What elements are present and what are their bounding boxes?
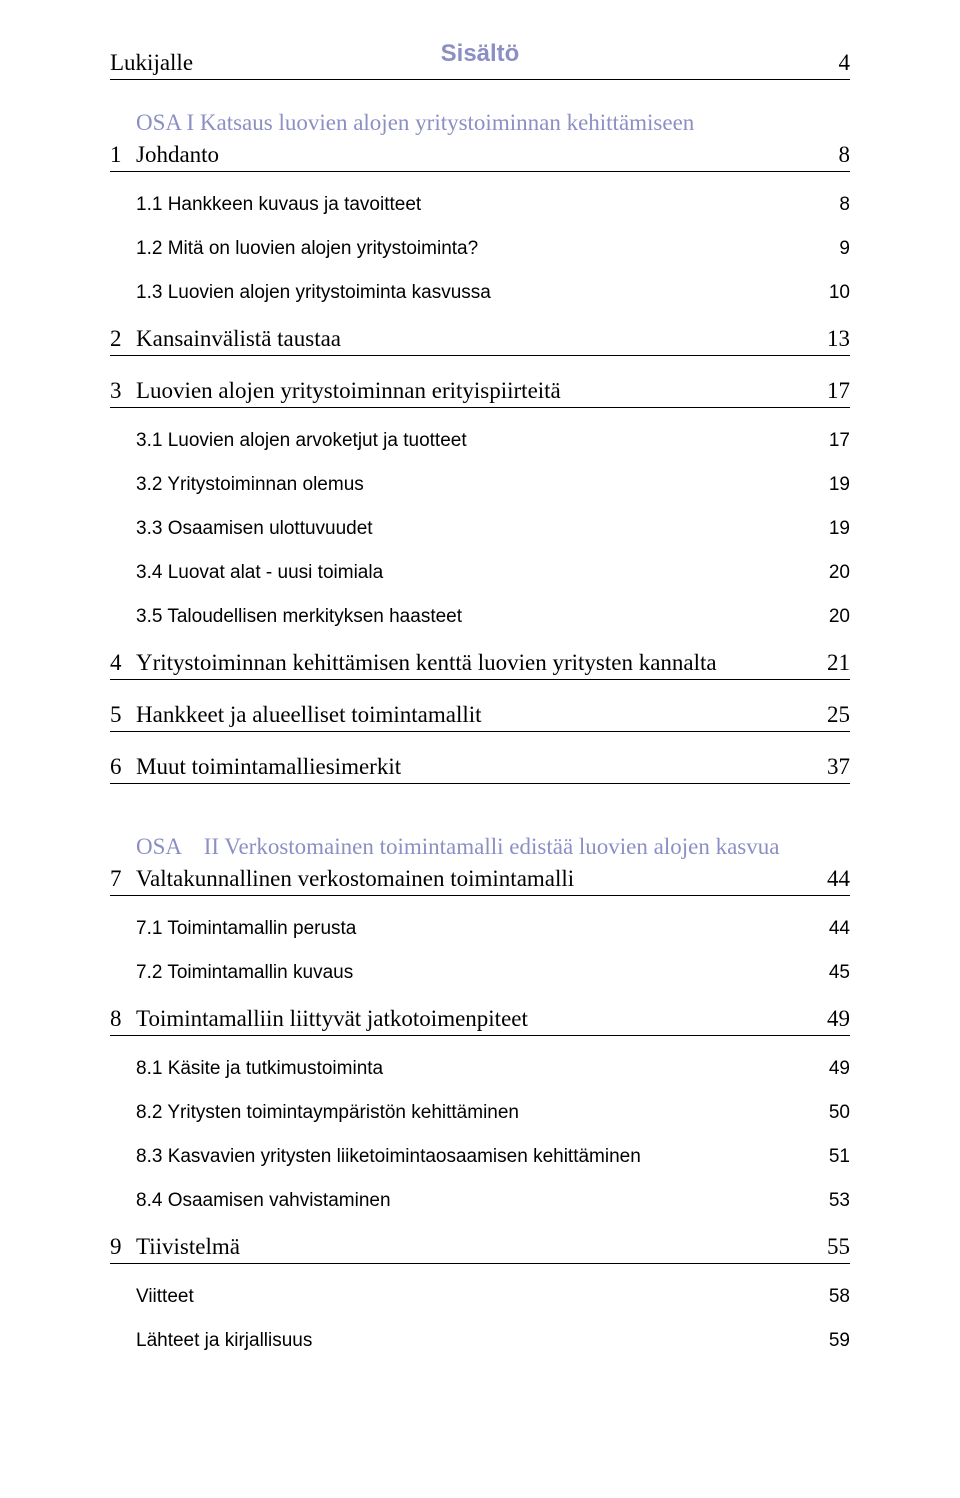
osa2-heading: OSA II Verkostomainen toimintamalli edis… (110, 834, 850, 860)
sub-8-1-label: 8.1 Käsite ja tutkimustoiminta (136, 1058, 383, 1080)
chapter-7: 7Valtakunnallinen verkostomainen toimint… (110, 866, 850, 896)
sub-7-1-page: 44 (829, 918, 850, 940)
ch6-page: 37 (827, 754, 850, 780)
sub-3-1: 3.1 Luovien alojen arvoketjut ja tuottee… (110, 430, 850, 452)
sub-1-3-page: 10 (829, 282, 850, 304)
ch6-title: Muut toimintamalliesimerkit (136, 754, 401, 779)
ch9-title: Tiivistelmä (136, 1234, 240, 1259)
ch5-title: Hankkeet ja alueelliset toimintamallit (136, 702, 482, 727)
sub-3-5-page: 20 (829, 606, 850, 628)
sub-3-2: 3.2 Yritystoiminnan olemus 19 (110, 474, 850, 496)
back-viitteet: Viitteet 58 (110, 1286, 850, 1308)
chapter-4: 4Yritystoiminnan kehittämisen kenttä luo… (110, 650, 850, 680)
sub-8-2: 8.2 Yritysten toimintaympäristön kehittä… (110, 1102, 850, 1124)
ch3-page: 17 (827, 378, 850, 404)
ch2-num: 2 (110, 326, 136, 352)
chapter-8: 8Toimintamalliin liittyvät jatkotoimenpi… (110, 1006, 850, 1036)
sub-3-3: 3.3 Osaamisen ulottuvuudet 19 (110, 518, 850, 540)
sub-3-2-label: 3.2 Yritystoiminnan olemus (136, 474, 364, 496)
sub-3-1-page: 17 (829, 430, 850, 452)
chapter-6: 6Muut toimintamalliesimerkit 37 (110, 754, 850, 784)
viitteet-label: Viitteet (136, 1286, 194, 1308)
back-lahteet: Lähteet ja kirjallisuus 59 (110, 1330, 850, 1352)
ch1-num: 1 (110, 142, 136, 168)
lahteet-label: Lähteet ja kirjallisuus (136, 1330, 312, 1352)
ch9-page: 55 (827, 1234, 850, 1260)
chapter-2: 2Kansainvälistä taustaa 13 (110, 326, 850, 356)
ch7-page: 44 (827, 866, 850, 892)
ch8-num: 8 (110, 1006, 136, 1032)
sub-7-2-label: 7.2 Toimintamallin kuvaus (136, 962, 353, 984)
sub-1-2-page: 9 (839, 238, 850, 260)
sub-7-1-label: 7.1 Toimintamallin perusta (136, 918, 356, 940)
ch8-title: Toimintamalliin liittyvät jatkotoimenpit… (136, 1006, 528, 1031)
sub-7-1: 7.1 Toimintamallin perusta 44 (110, 918, 850, 940)
lukijalle-label: Lukijalle (110, 50, 193, 75)
ch2-title: Kansainvälistä taustaa (136, 326, 341, 351)
sub-8-3: 8.3 Kasvavien yritysten liiketoimintaosa… (110, 1146, 850, 1168)
ch3-title: Luovien alojen yritystoiminnan erityispi… (136, 378, 561, 403)
sub-3-4-page: 20 (829, 562, 850, 584)
ch1-title: Johdanto (136, 142, 219, 167)
sub-8-3-page: 51 (829, 1146, 850, 1168)
sub-3-5-label: 3.5 Taloudellisen merkityksen haasteet (136, 606, 462, 628)
lukijalle-page: 4 (839, 50, 851, 76)
ch4-num: 4 (110, 650, 136, 676)
sub-8-4-page: 53 (829, 1190, 850, 1212)
chapter-5: 5Hankkeet ja alueelliset toimintamallit … (110, 702, 850, 732)
sub-8-1-page: 49 (829, 1058, 850, 1080)
ch5-page: 25 (827, 702, 850, 728)
ch9-num: 9 (110, 1234, 136, 1260)
ch2-page: 13 (827, 326, 850, 352)
sub-8-4-label: 8.4 Osaamisen vahvistaminen (136, 1190, 391, 1212)
ch6-num: 6 (110, 754, 136, 780)
sub-8-4: 8.4 Osaamisen vahvistaminen 53 (110, 1190, 850, 1212)
sub-3-4: 3.4 Luovat alat - uusi toimiala 20 (110, 562, 850, 584)
sub-3-3-label: 3.3 Osaamisen ulottuvuudet (136, 518, 373, 540)
osa1-heading: OSA I Katsaus luovien alojen yritystoimi… (110, 110, 850, 136)
viitteet-page: 58 (829, 1286, 850, 1308)
sub-8-3-label: 8.3 Kasvavien yritysten liiketoimintaosa… (136, 1146, 641, 1168)
sub-3-2-page: 19 (829, 474, 850, 496)
ch5-num: 5 (110, 702, 136, 728)
sub-1-1-page: 8 (839, 194, 850, 216)
chapter-3: 3Luovien alojen yritystoiminnan erityisp… (110, 378, 850, 408)
chapter-1: 1Johdanto 8 (110, 142, 850, 172)
sub-3-3-page: 19 (829, 518, 850, 540)
ch1-page: 8 (839, 142, 851, 168)
sub-1-2: 1.2 Mitä on luovien alojen yritystoimint… (110, 238, 850, 260)
sub-1-2-label: 1.2 Mitä on luovien alojen yritystoimint… (136, 238, 478, 260)
sub-1-3: 1.3 Luovien alojen yritystoiminta kasvus… (110, 282, 850, 304)
sub-8-1: 8.1 Käsite ja tutkimustoiminta 49 (110, 1058, 850, 1080)
sub-3-5: 3.5 Taloudellisen merkityksen haasteet 2… (110, 606, 850, 628)
ch4-title: Yritystoiminnan kehittämisen kenttä luov… (136, 650, 717, 675)
ch7-num: 7 (110, 866, 136, 892)
sub-1-1: 1.1 Hankkeen kuvaus ja tavoitteet 8 (110, 194, 850, 216)
sub-3-4-label: 3.4 Luovat alat - uusi toimiala (136, 562, 383, 584)
ch8-page: 49 (827, 1006, 850, 1032)
ch7-title: Valtakunnallinen verkostomainen toiminta… (136, 866, 574, 891)
ch4-page: 21 (827, 650, 850, 676)
ch3-num: 3 (110, 378, 136, 404)
sub-8-2-page: 50 (829, 1102, 850, 1124)
sub-7-2: 7.2 Toimintamallin kuvaus 45 (110, 962, 850, 984)
lahteet-page: 59 (829, 1330, 850, 1352)
chapter-9: 9Tiivistelmä 55 (110, 1234, 850, 1264)
sub-7-2-page: 45 (829, 962, 850, 984)
sub-1-3-label: 1.3 Luovien alojen yritystoiminta kasvus… (136, 282, 491, 304)
sub-1-1-label: 1.1 Hankkeen kuvaus ja tavoitteet (136, 194, 421, 216)
sub-8-2-label: 8.2 Yritysten toimintaympäristön kehittä… (136, 1102, 519, 1124)
sub-3-1-label: 3.1 Luovien alojen arvoketjut ja tuottee… (136, 430, 467, 452)
